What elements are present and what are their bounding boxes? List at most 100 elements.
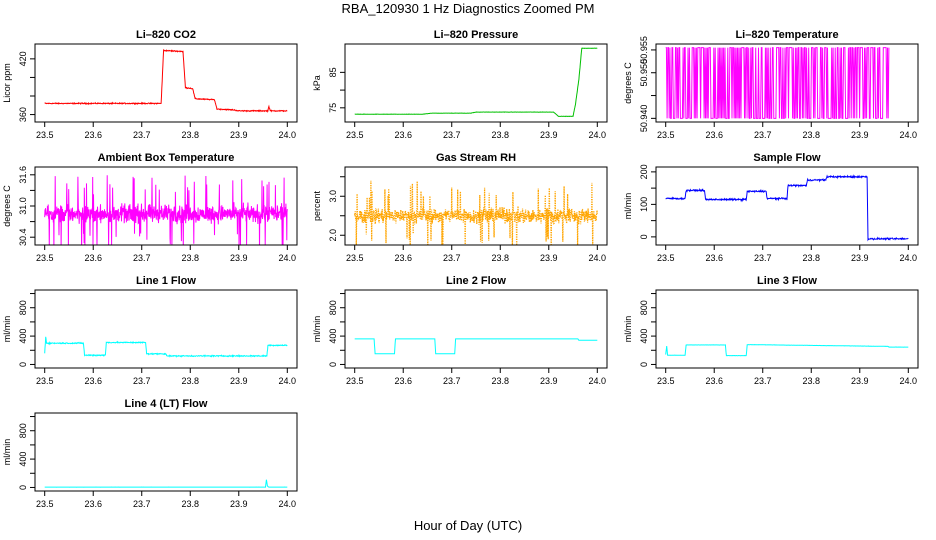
panel-licor_temp: Li–820 Temperature degrees C 23.5 23.6 23.7 2… (623, 29, 919, 140)
x-tick-label: 23.8 (181, 376, 199, 386)
x-tick-label: 23.6 (394, 376, 412, 386)
panel-sample_flow: Sample Flow ml/min 23.5 23.6 23.7 23.8 23.9 24.… (623, 152, 919, 263)
plot-frame (655, 166, 919, 246)
panel-title: Sample Flow (753, 152, 821, 164)
y-tick-label: 2.0 (328, 229, 338, 242)
x-tick-label: 23.7 (443, 376, 461, 386)
panel-title: Ambient Box Temperature (98, 152, 235, 164)
series-line-line1-0 (44, 336, 288, 358)
y-tick-label: 50.940 (639, 105, 649, 133)
panel-line4: Line 4 (LT) Flow ml/min 23.5 23.6 23.7 23.8 23… (2, 398, 298, 509)
x-tick-label: 23.5 (36, 130, 54, 140)
y-tick-label: 0 (18, 485, 28, 490)
x-tick-label: 23.6 (84, 499, 102, 509)
x-tick-label: 23.7 (133, 499, 151, 509)
x-tick-label: 23.6 (705, 253, 723, 263)
plot-frame (344, 166, 608, 246)
x-tick-label: 23.7 (133, 130, 151, 140)
plot-frame (34, 412, 298, 492)
x-tick-label: 23.8 (802, 253, 820, 263)
panel-rh: Gas Stream RH percent 23.5 23.6 23.7 23.8 23.9… (312, 152, 608, 263)
data-area (44, 479, 288, 488)
y-axis-label: ml/min (2, 316, 12, 343)
x-tick-label: 23.7 (754, 376, 772, 386)
x-tick-label: 23.5 (36, 376, 54, 386)
x-tick-label: 23.5 (36, 253, 54, 263)
x-tick-label: 23.6 (394, 253, 412, 263)
y-tick-label: 31.0 (18, 197, 28, 215)
y-tick-label: 0 (639, 362, 649, 367)
x-tick-label: 23.9 (540, 376, 558, 386)
y-tick-label: 800 (18, 423, 28, 438)
y-tick-label: 100 (639, 197, 649, 212)
x-tick-label: 23.9 (230, 253, 248, 263)
y-tick-label: 0 (18, 362, 28, 367)
x-tick-label: 23.9 (230, 130, 248, 140)
y-axis-label: Licor ppm (2, 63, 12, 103)
data-area (665, 47, 890, 119)
y-axis-label: degrees C (623, 62, 633, 104)
x-tick-label: 23.8 (491, 130, 509, 140)
panel-pressure: Li–820 Pressure kPa 23.5 23.6 23.7 23.8 23.9 24… (312, 29, 608, 140)
x-tick-label: 24.0 (900, 376, 918, 386)
data-area (354, 47, 598, 118)
plot-frame (655, 289, 919, 369)
figure-xlabel: Hour of Day (UTC) (413, 518, 523, 533)
panel-line2: Line 2 Flow ml/min 23.5 23.6 23.7 23.8 23.9 24.… (312, 275, 608, 386)
series-line-co2-0 (44, 48, 288, 113)
y-tick-label: 400 (18, 329, 28, 344)
data-area (665, 344, 909, 357)
y-tick-label: 0 (639, 234, 649, 239)
x-tick-label: 23.7 (754, 130, 772, 140)
x-tick-label: 23.9 (230, 499, 248, 509)
panel-title: Li–820 CO2 (136, 29, 196, 41)
panel-title: Line 1 Flow (136, 275, 196, 287)
x-tick-label: 24.0 (589, 253, 607, 263)
panel-line1: Line 1 Flow ml/min 23.5 23.6 23.7 23.8 23.9 24.… (2, 275, 298, 386)
y-tick-label: 50.950 (639, 59, 649, 87)
x-tick-label: 23.5 (657, 253, 675, 263)
y-tick-label: 30.4 (18, 228, 28, 246)
series-line-licor_temp-0 (665, 47, 890, 119)
x-tick-label: 23.9 (851, 130, 869, 140)
panel-title: Li–820 Temperature (735, 29, 838, 41)
x-tick-label: 23.7 (133, 253, 151, 263)
x-tick-label: 24.0 (900, 130, 918, 140)
y-tick-label: 400 (639, 329, 649, 344)
x-tick-label: 24.0 (279, 376, 297, 386)
series-line-line4-0 (44, 479, 288, 488)
x-tick-label: 23.8 (802, 130, 820, 140)
plot-frame (34, 289, 298, 369)
y-tick-label: 800 (328, 300, 338, 315)
series-line-rh-0 (354, 180, 598, 245)
data-area (354, 338, 598, 355)
x-tick-label: 23.9 (230, 376, 248, 386)
x-tick-label: 23.5 (346, 376, 364, 386)
data-area (665, 174, 909, 242)
y-tick-label: 800 (639, 300, 649, 315)
y-tick-label: 400 (18, 452, 28, 467)
series-line-line2-0 (354, 338, 598, 355)
x-tick-label: 23.6 (394, 130, 412, 140)
panel-title: Line 4 (LT) Flow (125, 398, 208, 410)
x-tick-label: 24.0 (589, 376, 607, 386)
x-tick-label: 23.5 (346, 130, 364, 140)
data-area (354, 180, 598, 245)
y-tick-label: 360 (18, 107, 28, 122)
panel-title: Li–820 Pressure (434, 29, 518, 41)
y-tick-label: 0 (328, 362, 338, 367)
panel-line3: Line 3 Flow ml/min 23.5 23.6 23.7 23.8 23.9 24.… (623, 275, 919, 386)
x-tick-label: 24.0 (279, 253, 297, 263)
x-tick-label: 24.0 (900, 253, 918, 263)
y-axis-label: ml/min (623, 316, 633, 343)
y-axis-label: ml/min (2, 439, 12, 466)
x-tick-label: 23.9 (851, 253, 869, 263)
data-area (44, 175, 288, 245)
x-tick-label: 23.5 (657, 376, 675, 386)
data-area (44, 48, 288, 113)
plot-frame (34, 43, 298, 123)
panel-title: Line 2 Flow (446, 275, 506, 287)
y-axis-label: kPa (312, 75, 322, 91)
x-tick-label: 24.0 (279, 130, 297, 140)
panel-co2: Li–820 CO2 Licor ppm 23.5 23.6 23.7 23.8 23.9 2… (2, 29, 298, 140)
